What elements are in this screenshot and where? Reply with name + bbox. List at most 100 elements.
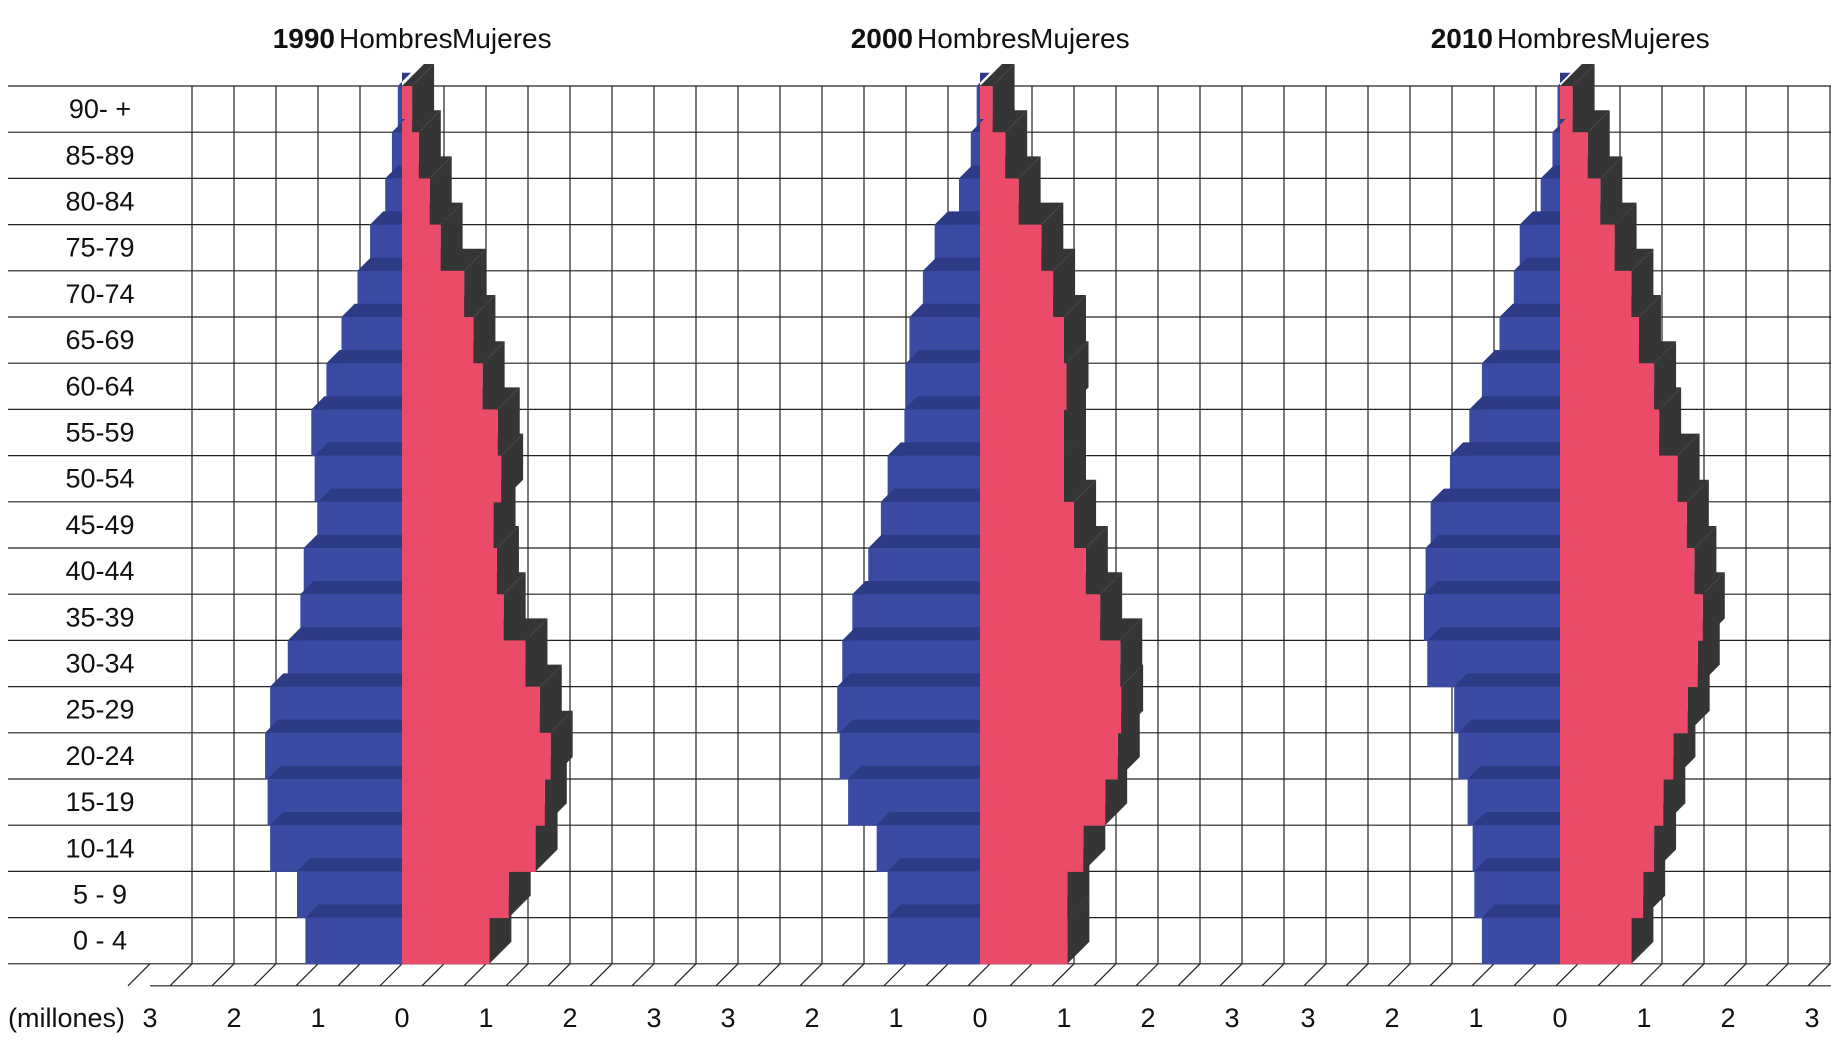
pyramid-year-label: 2000 (851, 23, 913, 54)
women-bar (402, 132, 419, 179)
floor-perspective-line (211, 963, 235, 987)
women-bar (402, 732, 551, 780)
women-bar (980, 825, 1084, 872)
floor-perspective-line (1807, 963, 1831, 987)
floor-perspective-line (421, 963, 445, 987)
x-tick-label: 1 (478, 1003, 493, 1033)
labels: 90- + 85-89 80-84 75-79 70-74 65-69 60-64 55-59… (8, 23, 1820, 1033)
x-tick-label: 3 (720, 1003, 735, 1033)
women-bar-shadow (1067, 895, 1090, 964)
men-bar-top (265, 719, 402, 733)
women-bar (1560, 317, 1639, 364)
floor-perspective-line (1135, 963, 1159, 987)
women-bar (402, 779, 545, 826)
women-bar-top (1560, 64, 1595, 86)
men-bar-top (848, 765, 980, 779)
women-header-label: Mujeres (1030, 23, 1130, 54)
women-bar (980, 548, 1086, 595)
floor-perspective-line (1555, 963, 1579, 987)
women-bar (1560, 732, 1674, 780)
men-bar-top (357, 257, 402, 271)
x-tick-label: 3 (142, 1003, 157, 1033)
age-group-label: 20-24 (65, 741, 134, 771)
age-group-label: 30-34 (65, 649, 134, 679)
floor-perspective-line (967, 963, 991, 987)
floor-perspective-line (799, 963, 823, 987)
age-group-label: 60-64 (65, 371, 134, 401)
floor-perspective-line (715, 963, 739, 987)
women-bar (1560, 825, 1655, 872)
men-bar-top (959, 165, 980, 179)
women-bar (1560, 686, 1688, 734)
men-bar-top (1552, 119, 1566, 133)
women-bar-top (980, 64, 1015, 86)
floor-perspective-line (589, 963, 613, 987)
floor-grid (127, 963, 1831, 987)
women-bar (402, 501, 494, 549)
men-bar-top (300, 581, 402, 595)
x-tick-label: 2 (1140, 1003, 1155, 1033)
age-group-label: 40-44 (65, 556, 134, 586)
men-header-label: Hombres (1497, 23, 1611, 54)
floor-perspective-line (1009, 963, 1033, 987)
men-bar-top (1469, 396, 1560, 410)
women-bar (402, 686, 540, 734)
floor-perspective-line (1093, 963, 1117, 987)
floor-perspective-line (1219, 963, 1243, 987)
floor-perspective-line (631, 963, 655, 987)
men-bar-top (1430, 488, 1560, 502)
floor-perspective-line (337, 963, 361, 987)
men-bar-top (1557, 72, 1571, 86)
men-bar (970, 132, 980, 179)
men-bar-top (303, 534, 402, 548)
men-bar (305, 917, 402, 965)
men-bar-top (909, 303, 980, 317)
floor-perspective-line (127, 963, 151, 987)
floor-perspective-line (1639, 963, 1663, 987)
x-tick-label: 3 (1224, 1003, 1239, 1033)
x-tick-label: 1 (888, 1003, 903, 1033)
women-bar (980, 409, 1064, 457)
men-bar-top (876, 812, 980, 826)
women-bar (1560, 917, 1632, 965)
floor-perspective-line (673, 963, 697, 987)
men-bar-top (852, 581, 980, 595)
men-bar-top (934, 211, 980, 225)
men-bar-top (880, 488, 980, 502)
men-bar (1481, 917, 1560, 965)
age-group-label: 0 - 4 (73, 926, 127, 956)
x-tick-label: 1 (1056, 1003, 1071, 1033)
floor-perspective-line (1513, 963, 1537, 987)
men-bar-top (887, 858, 980, 872)
women-bar (402, 224, 441, 272)
women-bar (402, 640, 526, 688)
floor-perspective-line (505, 963, 529, 987)
men-bar-top (370, 211, 402, 225)
women-bar (1560, 363, 1655, 410)
x-tick-label: 1 (1636, 1003, 1651, 1033)
women-bar (980, 132, 1006, 179)
men-bar-top (1472, 812, 1560, 826)
floor-perspective-line (1177, 963, 1201, 987)
floor-perspective-line (1765, 963, 1789, 987)
floor-perspective-line (253, 963, 277, 987)
women-bar (1560, 86, 1573, 133)
women-bar (980, 917, 1068, 965)
x-tick-label: 1 (310, 1003, 325, 1033)
pyramid-year-label: 2010 (1431, 23, 1493, 54)
men-bar (391, 132, 402, 179)
women-bar (980, 178, 1019, 226)
men-bar-top (1499, 303, 1560, 317)
men-bar (976, 86, 980, 133)
women-bar (1560, 501, 1687, 549)
x-tick-label: 0 (972, 1003, 987, 1033)
x-tick-label: 2 (1720, 1003, 1735, 1033)
women-bar (402, 409, 498, 457)
x-unit-label: (millones) (8, 1003, 125, 1033)
women-bar (980, 871, 1068, 919)
floor-perspective-line (1429, 963, 1453, 987)
age-group-label: 90- + (69, 94, 131, 124)
women-bar (402, 917, 490, 965)
